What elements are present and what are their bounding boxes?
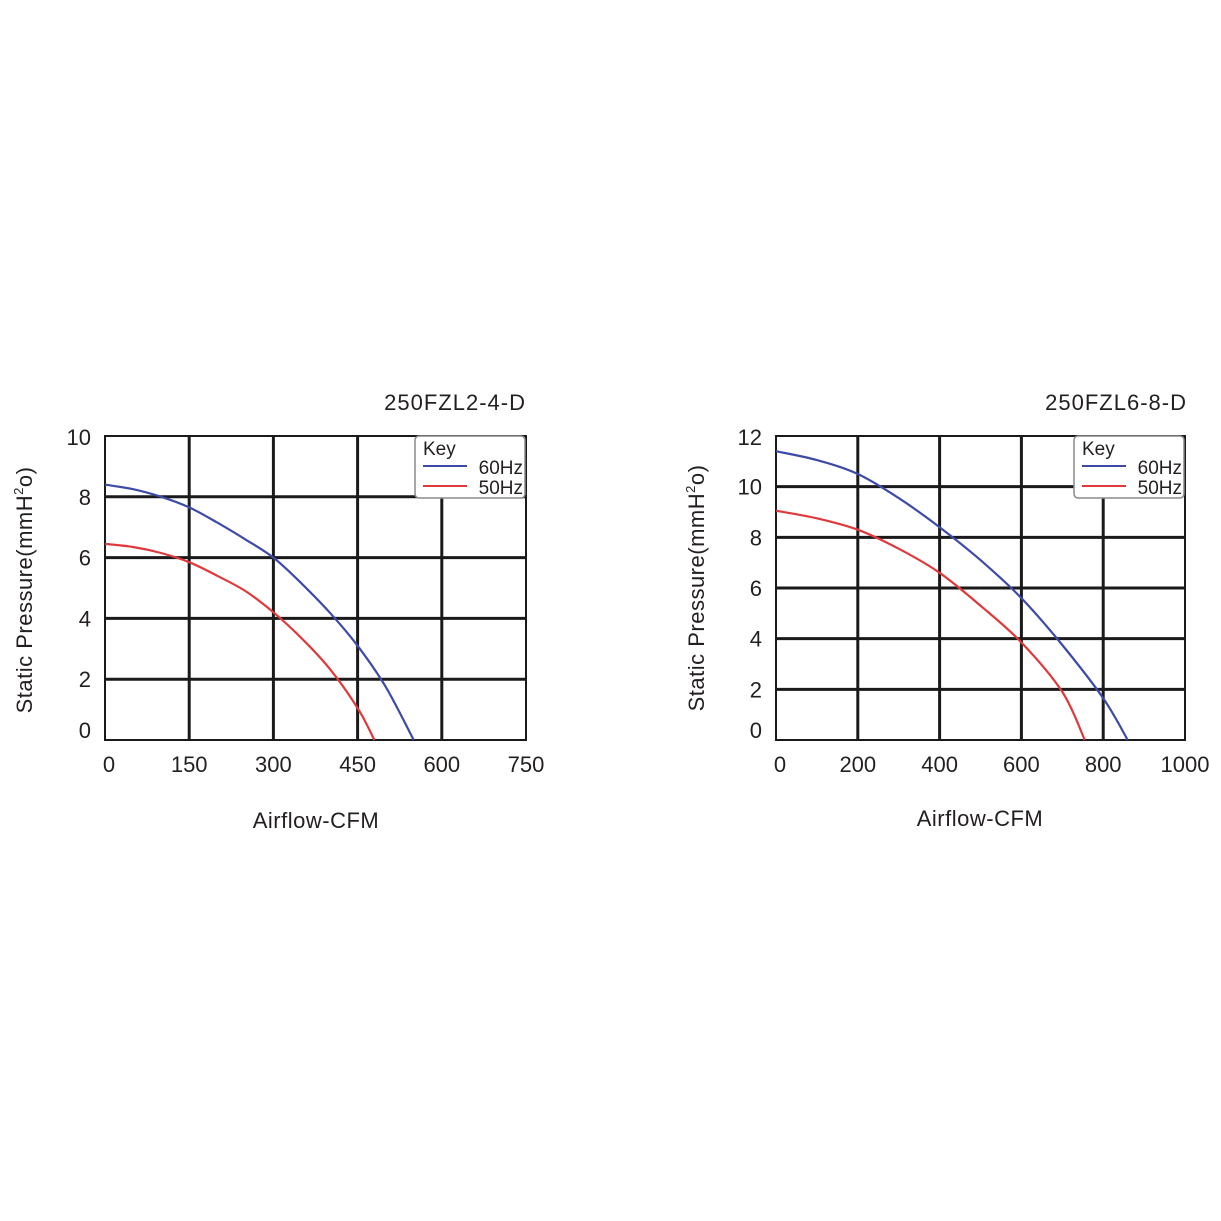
y-tick-label: 4 xyxy=(79,606,91,631)
y-tick-label: 6 xyxy=(79,546,91,571)
chart-250fzl2-4-d: 250FZL2-4-D 0 150 300 450 600 750 0 2 4 6 8 10 Airflo… xyxy=(11,390,544,833)
legend-label-60hz: 60Hz xyxy=(1138,458,1182,479)
chart-title: 250FZL2-4-D xyxy=(384,390,526,415)
y-tick-label: 10 xyxy=(67,425,91,450)
x-tick-label: 300 xyxy=(255,752,292,777)
y-tick-label: 8 xyxy=(750,525,762,550)
y-axis-label-sup: 2 xyxy=(683,485,698,493)
x-axis-label: Airflow-CFM xyxy=(917,806,1044,831)
x-axis-label: Airflow-CFM xyxy=(253,808,380,833)
y-tick-label: 8 xyxy=(79,485,91,510)
y-tick-label: 2 xyxy=(750,677,762,702)
series-line-50hz xyxy=(104,542,376,741)
y-tick-label: 0 xyxy=(79,718,91,743)
x-tick-label: 0 xyxy=(103,752,115,777)
x-tick-label: 600 xyxy=(1003,752,1040,777)
x-tick-label: 800 xyxy=(1085,752,1122,777)
y-tick-label: 2 xyxy=(79,667,91,692)
series-line-50hz xyxy=(775,509,1086,741)
y-axis-label-sup: 2 xyxy=(11,487,26,495)
legend-label-60hz: 60Hz xyxy=(479,458,523,479)
series-line-60hz xyxy=(104,483,415,741)
legend-title: Key xyxy=(1082,439,1115,460)
y-axis-label-end: o) xyxy=(12,467,37,488)
y-tick-label: 10 xyxy=(738,475,762,500)
legend-label-50hz: 50Hz xyxy=(1138,478,1182,499)
x-tick-label: 150 xyxy=(171,752,208,777)
chart-250fzl6-8-d: 250FZL6-8-D 0 200 400 600 800 1000 0 2 4 6 8 10 12 Air… xyxy=(683,390,1209,831)
legend-box xyxy=(414,435,526,499)
x-tick-label: 200 xyxy=(839,752,876,777)
plot-frame xyxy=(775,435,1186,741)
legend-label-50hz: 50Hz xyxy=(479,478,523,499)
y-tick-label: 4 xyxy=(750,627,762,652)
y-tick-label: 6 xyxy=(750,576,762,601)
chart-title: 250FZL6-8-D xyxy=(1045,390,1187,415)
legend-box xyxy=(1073,435,1185,499)
x-tick-label: 1000 xyxy=(1161,752,1210,777)
x-tick-label: 450 xyxy=(339,752,376,777)
y-axis-label-end: o) xyxy=(684,465,709,486)
x-tick-label: 0 xyxy=(774,752,786,777)
x-tick-label: 400 xyxy=(921,752,958,777)
y-axis-label-main: Static Pressure(mmH xyxy=(12,495,37,714)
y-tick-label: 0 xyxy=(750,718,762,743)
x-tick-label: 750 xyxy=(508,752,545,777)
legend-title: Key xyxy=(423,439,456,460)
series-line-60hz xyxy=(775,450,1129,741)
y-axis-label: Static Pressure(mmH2o) xyxy=(683,465,709,712)
x-tick-label: 600 xyxy=(423,752,460,777)
y-axis-label-main: Static Pressure(mmH xyxy=(684,493,709,712)
plot-frame xyxy=(104,435,527,741)
y-tick-label: 12 xyxy=(738,425,762,450)
y-axis-label: Static Pressure(mmH2o) xyxy=(11,467,37,714)
